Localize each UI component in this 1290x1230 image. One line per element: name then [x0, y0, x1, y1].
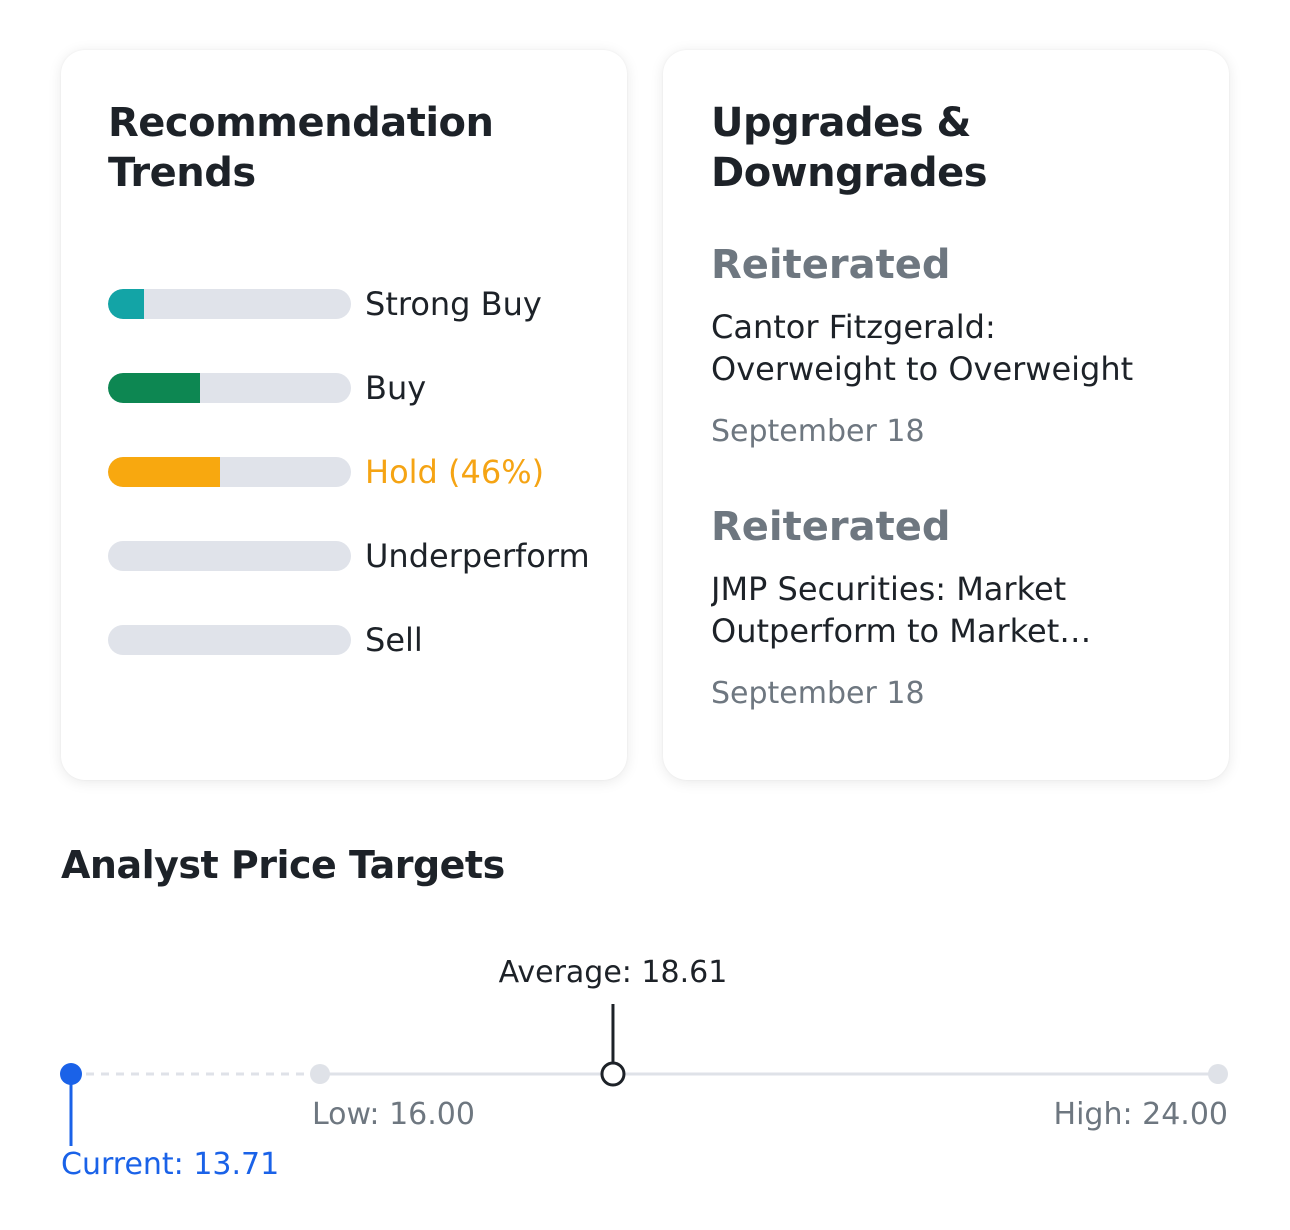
- trend-bar-fill: [108, 289, 145, 319]
- trend-row-strong-buy: Strong Buy: [108, 256, 627, 352]
- trend-bar-track: [108, 373, 351, 403]
- trend-label: Buy: [365, 369, 427, 407]
- trend-bar-track: [108, 625, 351, 655]
- trend-bar-fill: [108, 373, 201, 403]
- rating-change-item[interactable]: Reiterated Cantor Fitzgerald: Overweight…: [711, 240, 1229, 452]
- upgrades-downgrades-title: Upgrades & Downgrades: [711, 100, 988, 196]
- high-target-dot: [1208, 1064, 1228, 1084]
- trend-label: Hold (46%): [365, 453, 545, 491]
- recommendation-trends-title: Recommendation Trends: [108, 100, 494, 196]
- trend-bar-track: [108, 541, 351, 571]
- upgrades-downgrades-card[interactable]: Upgrades & Downgrades Reiterated Cantor …: [663, 50, 1229, 780]
- rating-date: September 18: [711, 676, 925, 711]
- recommendation-trends-card[interactable]: Recommendation Trends Strong Buy Buy Hol…: [61, 50, 627, 780]
- trend-row-buy: Buy: [108, 340, 627, 436]
- trend-bar-track: [108, 457, 351, 487]
- rating-date: September 18: [711, 414, 925, 449]
- trend-bar-track: [108, 289, 351, 319]
- trend-label: Sell: [365, 621, 423, 659]
- rating-firm-change: Cantor Fitzgerald: Overweight to Overwei…: [711, 308, 1134, 388]
- low-target-label: Low: 16.00: [312, 1097, 475, 1132]
- rating-change-item[interactable]: Reiterated JMP Securities: Market Outper…: [711, 502, 1229, 714]
- trend-bar-fill: [108, 457, 220, 487]
- trend-label: Underperform: [365, 537, 590, 575]
- recommendation-trends-list: Strong Buy Buy Hold (46%) Underperform S…: [108, 256, 627, 688]
- trend-label: Strong Buy: [365, 285, 542, 323]
- average-target-marker[interactable]: [600, 1061, 626, 1087]
- average-target-label: Average: 18.61: [499, 955, 728, 990]
- low-target-dot: [310, 1064, 330, 1084]
- rating-action: Reiterated: [711, 242, 951, 288]
- price-target-chart[interactable]: Average: 18.61 Low: 16.00 High: 24.00 Cu…: [0, 930, 1290, 1200]
- rating-firm-change: JMP Securities: Market Outperform to Mar…: [711, 570, 1067, 650]
- trend-row-hold: Hold (46%): [108, 424, 627, 520]
- high-target-label: High: 24.00: [1054, 1097, 1228, 1132]
- trend-row-sell: Sell: [108, 592, 627, 688]
- analyst-price-targets-title: Analyst Price Targets: [61, 843, 505, 887]
- rating-action: Reiterated: [711, 504, 951, 550]
- current-price-label: Current: 13.71: [61, 1147, 279, 1182]
- current-price-marker[interactable]: [60, 1063, 82, 1085]
- trend-row-underperform: Underperform: [108, 508, 627, 604]
